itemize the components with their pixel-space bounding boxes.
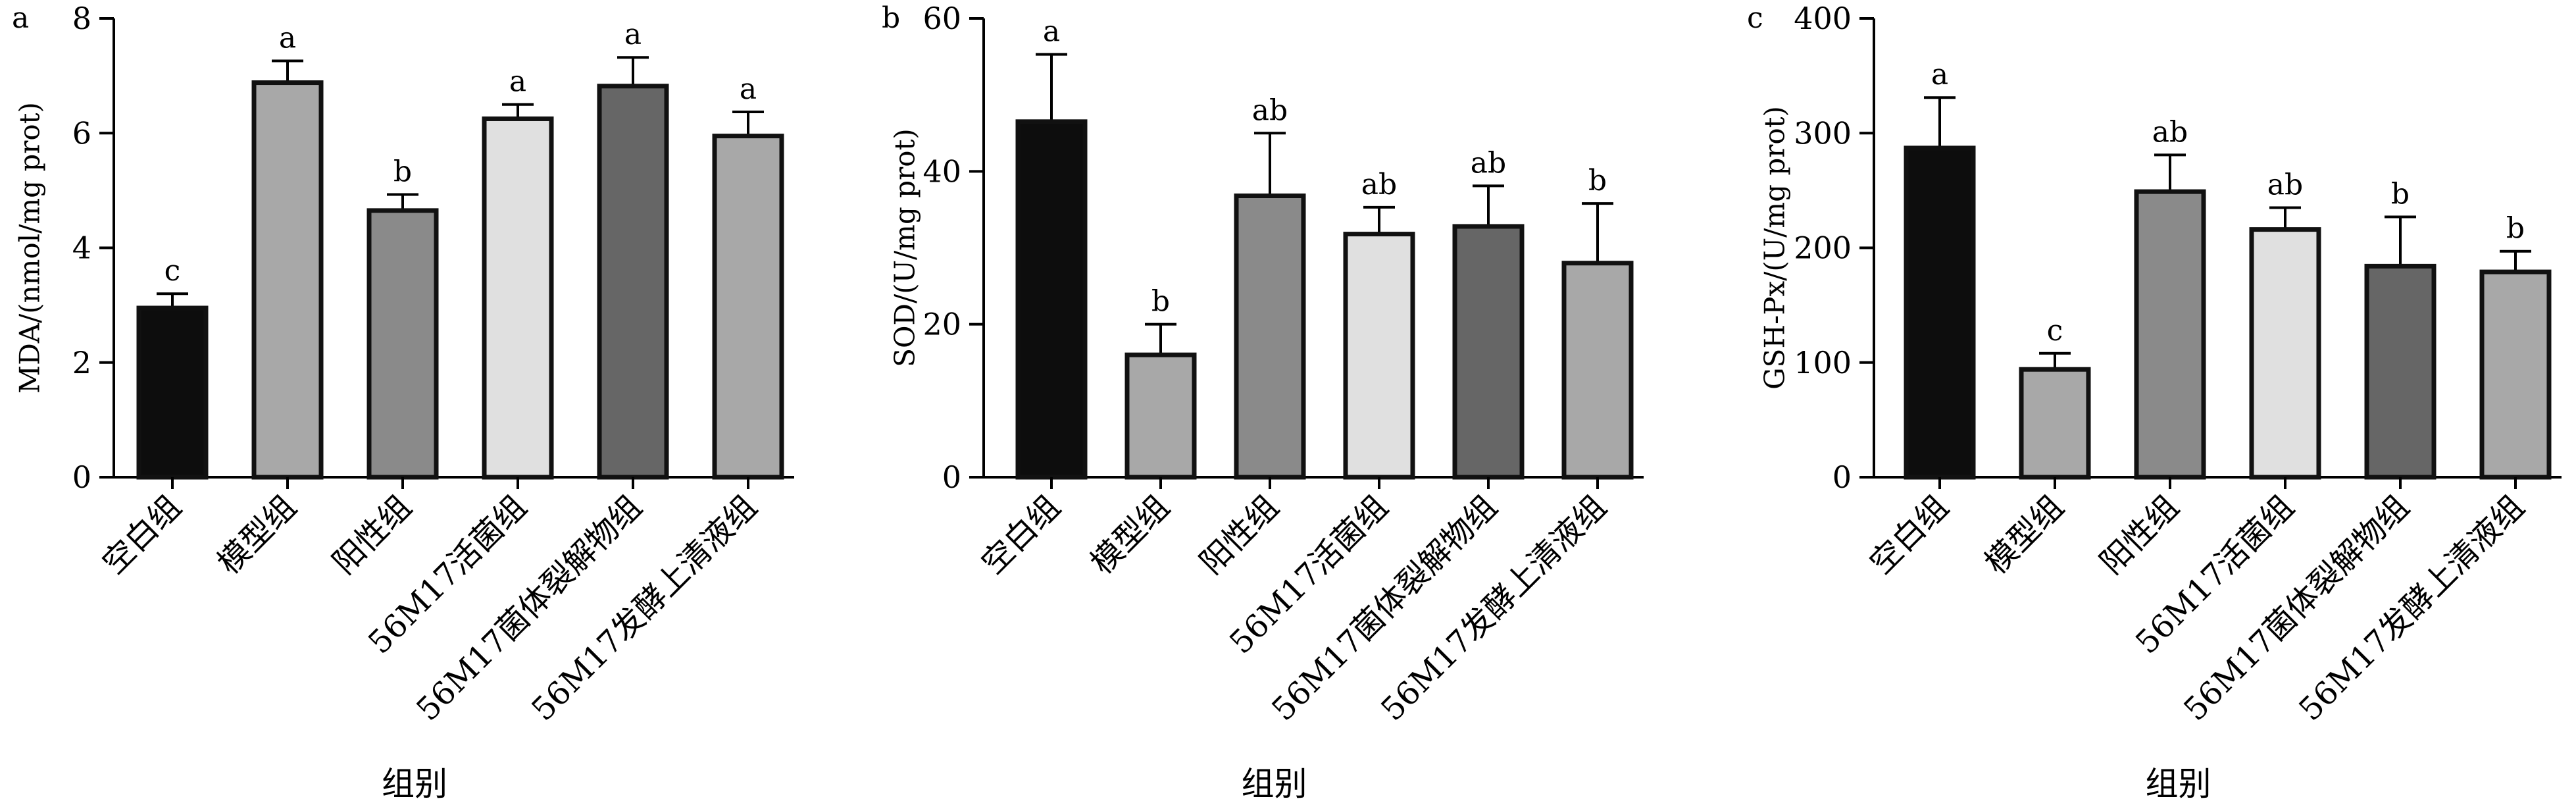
y-tick-label: 400 <box>1794 1 1852 36</box>
bar <box>1234 194 1306 480</box>
bar <box>1343 232 1415 480</box>
panel-label: b <box>882 1 900 35</box>
x-tick-label: 56M17发酵上清液组 <box>524 488 764 728</box>
x-tick-label: 阳性组 <box>1193 488 1286 581</box>
y-tick-label: 100 <box>1794 345 1852 380</box>
significance-label: a <box>624 18 642 51</box>
significance-label: ab <box>1471 146 1506 180</box>
y-tick-label: 0 <box>942 459 961 495</box>
y-tick-label: 200 <box>1794 230 1852 266</box>
significance-label: a <box>1043 15 1060 49</box>
bar <box>1452 224 1525 480</box>
x-tick-label: 阳性组 <box>2093 488 2186 581</box>
x-axis-title: 组别 <box>2146 765 2211 803</box>
bar <box>2134 189 2206 480</box>
significance-label: a <box>740 72 757 106</box>
x-tick-label: 56M17菌体裂解物组 <box>2177 488 2416 728</box>
x-tick-label: 阳性组 <box>326 488 418 581</box>
significance-label: b <box>1151 285 1170 319</box>
y-tick-label: 0 <box>1832 459 1852 495</box>
significance-label: c <box>164 254 181 288</box>
significance-label: c <box>2047 314 2063 348</box>
y-axis-title: MDA/(nmol/mg prot) <box>14 102 46 394</box>
panel-label: c <box>1747 1 1763 35</box>
significance-label: a <box>509 65 526 99</box>
bar <box>2249 227 2321 480</box>
significance-label: a <box>1931 58 1948 91</box>
bar <box>1904 145 1976 480</box>
y-tick-label: 4 <box>72 230 91 266</box>
y-tick-label: 300 <box>1794 115 1852 151</box>
y-tick-label: 6 <box>72 115 91 151</box>
bar <box>2019 367 2091 480</box>
x-tick-label: 56M17菌体裂解物组 <box>409 488 649 728</box>
bar <box>2364 263 2437 480</box>
significance-label: b <box>2506 212 2525 246</box>
x-tick-label: 空白组 <box>1863 488 1956 581</box>
significance-label: b <box>2391 177 2410 211</box>
significance-label: ab <box>2267 169 2303 202</box>
significance-label: b <box>393 155 412 188</box>
x-axis-title: 组别 <box>1242 765 1307 803</box>
x-tick-label: 模型组 <box>1084 488 1176 581</box>
y-tick-label: 0 <box>72 459 91 495</box>
bar <box>1124 352 1197 480</box>
bar <box>251 80 324 480</box>
x-axis-title: 组别 <box>382 765 447 803</box>
panel-c: c 0 100 200 300 400 GSH-Px/(U/mg prot) a 空白组 c 模型组… <box>1747 1 2562 803</box>
bar <box>2479 269 2552 480</box>
y-tick-label: 8 <box>72 1 91 36</box>
x-tick-label: 空白组 <box>95 488 188 581</box>
bar <box>712 134 784 480</box>
panel-label: a <box>12 1 29 35</box>
bar <box>1015 119 1088 480</box>
y-axis-title: SOD/(U/mg prot) <box>889 128 921 367</box>
bar <box>482 116 554 480</box>
x-tick-label: 模型组 <box>211 488 303 581</box>
significance-label: ab <box>1252 93 1288 127</box>
x-tick-label: 56M17发酵上清液组 <box>2292 488 2531 728</box>
bar <box>597 84 669 480</box>
significance-label: ab <box>1361 168 1397 201</box>
panel-a: a 0 2 4 6 8 MDA/(nmol/mg prot) c 空白组 a 模型组 b 阳性组 a 56M… <box>12 1 794 803</box>
x-tick-label: 模型组 <box>1978 488 2071 581</box>
x-tick-label: 空白组 <box>974 488 1067 581</box>
significance-label: a <box>279 21 296 55</box>
bar <box>1561 261 1634 480</box>
y-axis-title: GSH-Px/(U/mg prot) <box>1759 106 1791 390</box>
y-tick-label: 2 <box>72 345 91 380</box>
bar <box>136 305 209 480</box>
bar <box>366 208 439 480</box>
significance-label: ab <box>2152 115 2188 149</box>
y-tick-label: 20 <box>922 307 961 342</box>
significance-label: b <box>1588 164 1607 197</box>
y-tick-label: 60 <box>922 1 961 36</box>
y-tick-label: 40 <box>922 153 961 189</box>
